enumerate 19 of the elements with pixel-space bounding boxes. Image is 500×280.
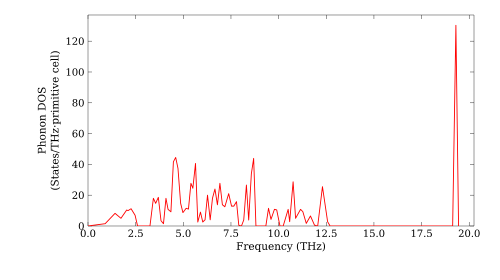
y-tick-label: 120 xyxy=(66,37,84,45)
x-axis-title: Frequency (THz) xyxy=(236,242,325,252)
y-tick-label: 60 xyxy=(72,130,84,138)
x-tick-label: 7.5 xyxy=(224,230,238,237)
y-tick-label: 20 xyxy=(72,191,84,199)
x-tick-label: 20.0 xyxy=(458,230,480,238)
y-tick-label: 40 xyxy=(72,160,84,168)
x-tick-label: 0.0 xyxy=(80,230,96,238)
x-tick-label: 10.0 xyxy=(268,230,290,238)
y-tick-label: 80 xyxy=(72,99,84,107)
y-axis-title: Phonon DOS (States/THz·primitive cell) xyxy=(38,51,61,190)
x-tick-label: 15.0 xyxy=(364,230,384,238)
x-tick-label: 5.0 xyxy=(176,230,191,238)
x-tick-label: 2.5 xyxy=(128,230,143,238)
line-series xyxy=(88,24,460,226)
x-tick-label: 12.5 xyxy=(316,230,337,238)
y-tick-label: 0 xyxy=(78,222,84,230)
y-tick-label: 100 xyxy=(66,68,84,76)
x-tick-label: 17.5 xyxy=(412,230,432,238)
